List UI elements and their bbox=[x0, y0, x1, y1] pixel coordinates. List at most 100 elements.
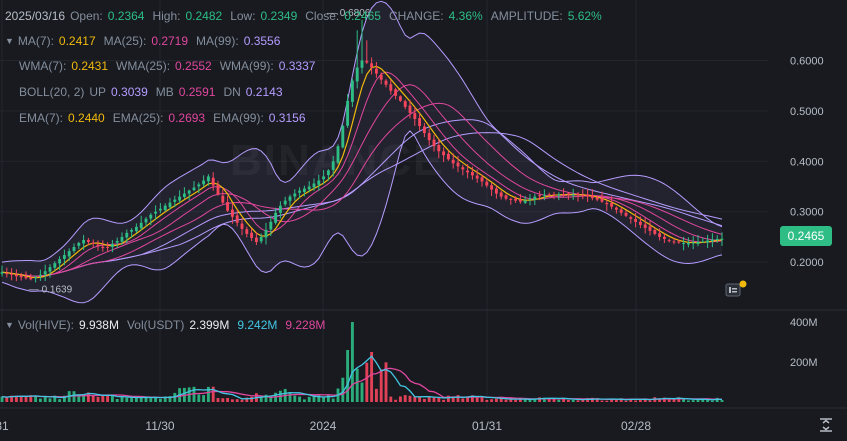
candle-body bbox=[504, 195, 508, 199]
candle-body bbox=[586, 194, 590, 197]
candle-body bbox=[715, 238, 719, 241]
volume-bar bbox=[125, 397, 129, 402]
candle-body bbox=[283, 200, 287, 205]
volume-bar bbox=[648, 400, 652, 402]
volume-bar bbox=[226, 398, 230, 402]
wma99-value: 0.3337 bbox=[278, 59, 316, 73]
candle-body bbox=[610, 203, 614, 207]
low-value: 0.2349 bbox=[260, 9, 298, 23]
candle-body bbox=[115, 240, 119, 243]
volume-bar bbox=[379, 369, 383, 402]
volume-bar bbox=[710, 400, 714, 402]
price-tick-label: 0.3000 bbox=[790, 207, 824, 219]
volume-bar bbox=[523, 398, 527, 402]
volume-bar bbox=[240, 399, 244, 402]
volume-bar bbox=[533, 398, 537, 402]
ohlc-row: 2025/03/16 Open: 0.2364 High: 0.2482 Low… bbox=[5, 9, 610, 23]
volume-bar bbox=[662, 397, 666, 402]
wma7-label: WMA(7): bbox=[19, 59, 67, 73]
volume-bar bbox=[43, 396, 47, 402]
amplitude-value: 5.62% bbox=[567, 9, 602, 23]
volume-bar bbox=[355, 368, 359, 402]
candle-body bbox=[638, 221, 642, 225]
boll-dn-value: 0.2143 bbox=[245, 85, 283, 99]
volume-bar bbox=[72, 391, 76, 402]
candle-body bbox=[216, 184, 220, 195]
ma7-label: MA(7): bbox=[17, 34, 54, 48]
open-label: Open: bbox=[70, 9, 103, 23]
volume-bar bbox=[101, 395, 105, 402]
volume-bar bbox=[566, 399, 570, 402]
ma-row: ▼ MA(7): 0.2417 MA(25): 0.2719 MA(99): 0… bbox=[5, 34, 288, 48]
volume-bar bbox=[62, 395, 66, 402]
candle-body bbox=[264, 229, 268, 238]
min-price-annotation: — 0.1639 bbox=[29, 284, 73, 295]
candle-body bbox=[10, 273, 14, 275]
candle-body bbox=[432, 139, 436, 147]
ema7-label: EMA(7): bbox=[19, 111, 64, 125]
candle-body bbox=[662, 236, 666, 239]
ema25-label: EMA(25): bbox=[112, 111, 164, 125]
candle-body bbox=[178, 196, 182, 201]
volume-bar bbox=[192, 386, 196, 402]
ma99-label: MA(99): bbox=[196, 34, 239, 48]
volume-bar bbox=[514, 399, 518, 402]
collapse-triangle-icon[interactable]: ▼ bbox=[5, 36, 14, 46]
price-tick-label: 0.2000 bbox=[790, 257, 824, 269]
volume-bar bbox=[86, 392, 90, 402]
volume-bar bbox=[235, 399, 239, 402]
candle-body bbox=[398, 96, 402, 101]
volume-bar bbox=[120, 397, 124, 402]
candle-body bbox=[422, 126, 426, 134]
ema99-value: 0.3156 bbox=[268, 111, 306, 125]
vol-ma1-value: 9.242M bbox=[237, 318, 278, 332]
volume-bar bbox=[389, 396, 393, 402]
candle-body bbox=[355, 67, 359, 82]
close-value: 0.2465 bbox=[344, 9, 381, 23]
candle-body bbox=[653, 229, 657, 234]
candle-body bbox=[96, 244, 100, 247]
candle-body bbox=[533, 196, 537, 200]
volume-bar bbox=[269, 396, 273, 402]
notes-icon[interactable] bbox=[725, 282, 741, 298]
candle-body bbox=[634, 218, 638, 222]
volume-bar bbox=[672, 399, 676, 402]
candle-body bbox=[643, 224, 647, 228]
candle-body bbox=[523, 200, 527, 203]
volume-bar bbox=[600, 400, 604, 402]
candle-body bbox=[552, 194, 556, 196]
volume-bar bbox=[374, 388, 378, 402]
candle-body bbox=[278, 205, 282, 213]
candle-body bbox=[360, 60, 364, 68]
volume-bar bbox=[451, 396, 455, 402]
candle-body bbox=[408, 105, 412, 113]
candle-body bbox=[658, 233, 662, 237]
volume-bar bbox=[720, 400, 724, 402]
candle-body bbox=[442, 151, 446, 156]
volume-bar bbox=[168, 396, 172, 402]
price-tick-label: 0.4000 bbox=[790, 156, 824, 168]
candle-body bbox=[221, 195, 225, 203]
volume-bar bbox=[538, 397, 542, 402]
volume-bar bbox=[485, 399, 489, 402]
candle-body bbox=[302, 188, 306, 192]
candle-body bbox=[168, 202, 172, 208]
vol-usdt-value: 2.399M bbox=[189, 318, 230, 332]
volume-bar bbox=[398, 396, 402, 402]
candle-body bbox=[629, 217, 633, 219]
fit-to-screen-icon[interactable] bbox=[818, 417, 834, 433]
candle-body bbox=[14, 274, 18, 277]
volume-bar bbox=[691, 400, 695, 402]
volume-bar bbox=[14, 395, 18, 402]
volume-bar bbox=[686, 400, 690, 402]
collapse-triangle-icon[interactable]: ▼ bbox=[5, 320, 14, 330]
volume-bar bbox=[341, 377, 345, 402]
candle-body bbox=[34, 277, 38, 279]
volume-bar bbox=[509, 399, 513, 402]
candle-body bbox=[394, 89, 398, 96]
candle-body bbox=[197, 184, 201, 187]
candle-body bbox=[514, 198, 518, 201]
volume-ma-line-1 bbox=[1, 355, 722, 401]
candle-body bbox=[130, 229, 134, 232]
